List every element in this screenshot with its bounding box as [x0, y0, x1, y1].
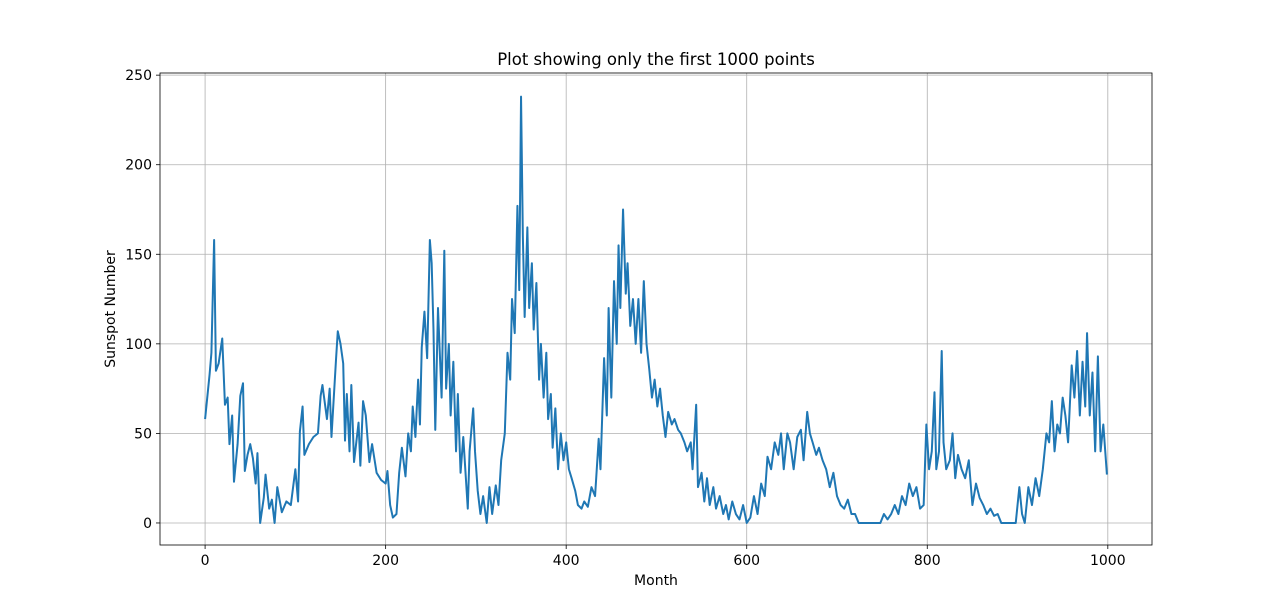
- line: [204, 95, 1108, 524]
- plot-frame: [159, 72, 1153, 546]
- y-tick-label: 100: [125, 337, 152, 353]
- y-tick-label: 200: [125, 158, 152, 174]
- y-tick-label: 0: [143, 516, 152, 532]
- x-tick-label: 800: [914, 553, 941, 569]
- x-axis-label: Month: [634, 573, 678, 589]
- x-tick-label: 0: [201, 553, 210, 569]
- y-tick-label: 50: [134, 426, 152, 442]
- y-axis-label: Sunspot Number: [103, 250, 119, 368]
- x-tick-label: 600: [733, 553, 760, 569]
- x-tick-label: 200: [372, 553, 399, 569]
- y-tick-label: 250: [125, 68, 152, 84]
- x-tick-label: 400: [553, 553, 580, 569]
- x-tick-label: 1000: [1090, 553, 1126, 569]
- chart-title: Plot showing only the first 1000 points: [497, 50, 815, 69]
- y-tick-label: 150: [125, 247, 152, 263]
